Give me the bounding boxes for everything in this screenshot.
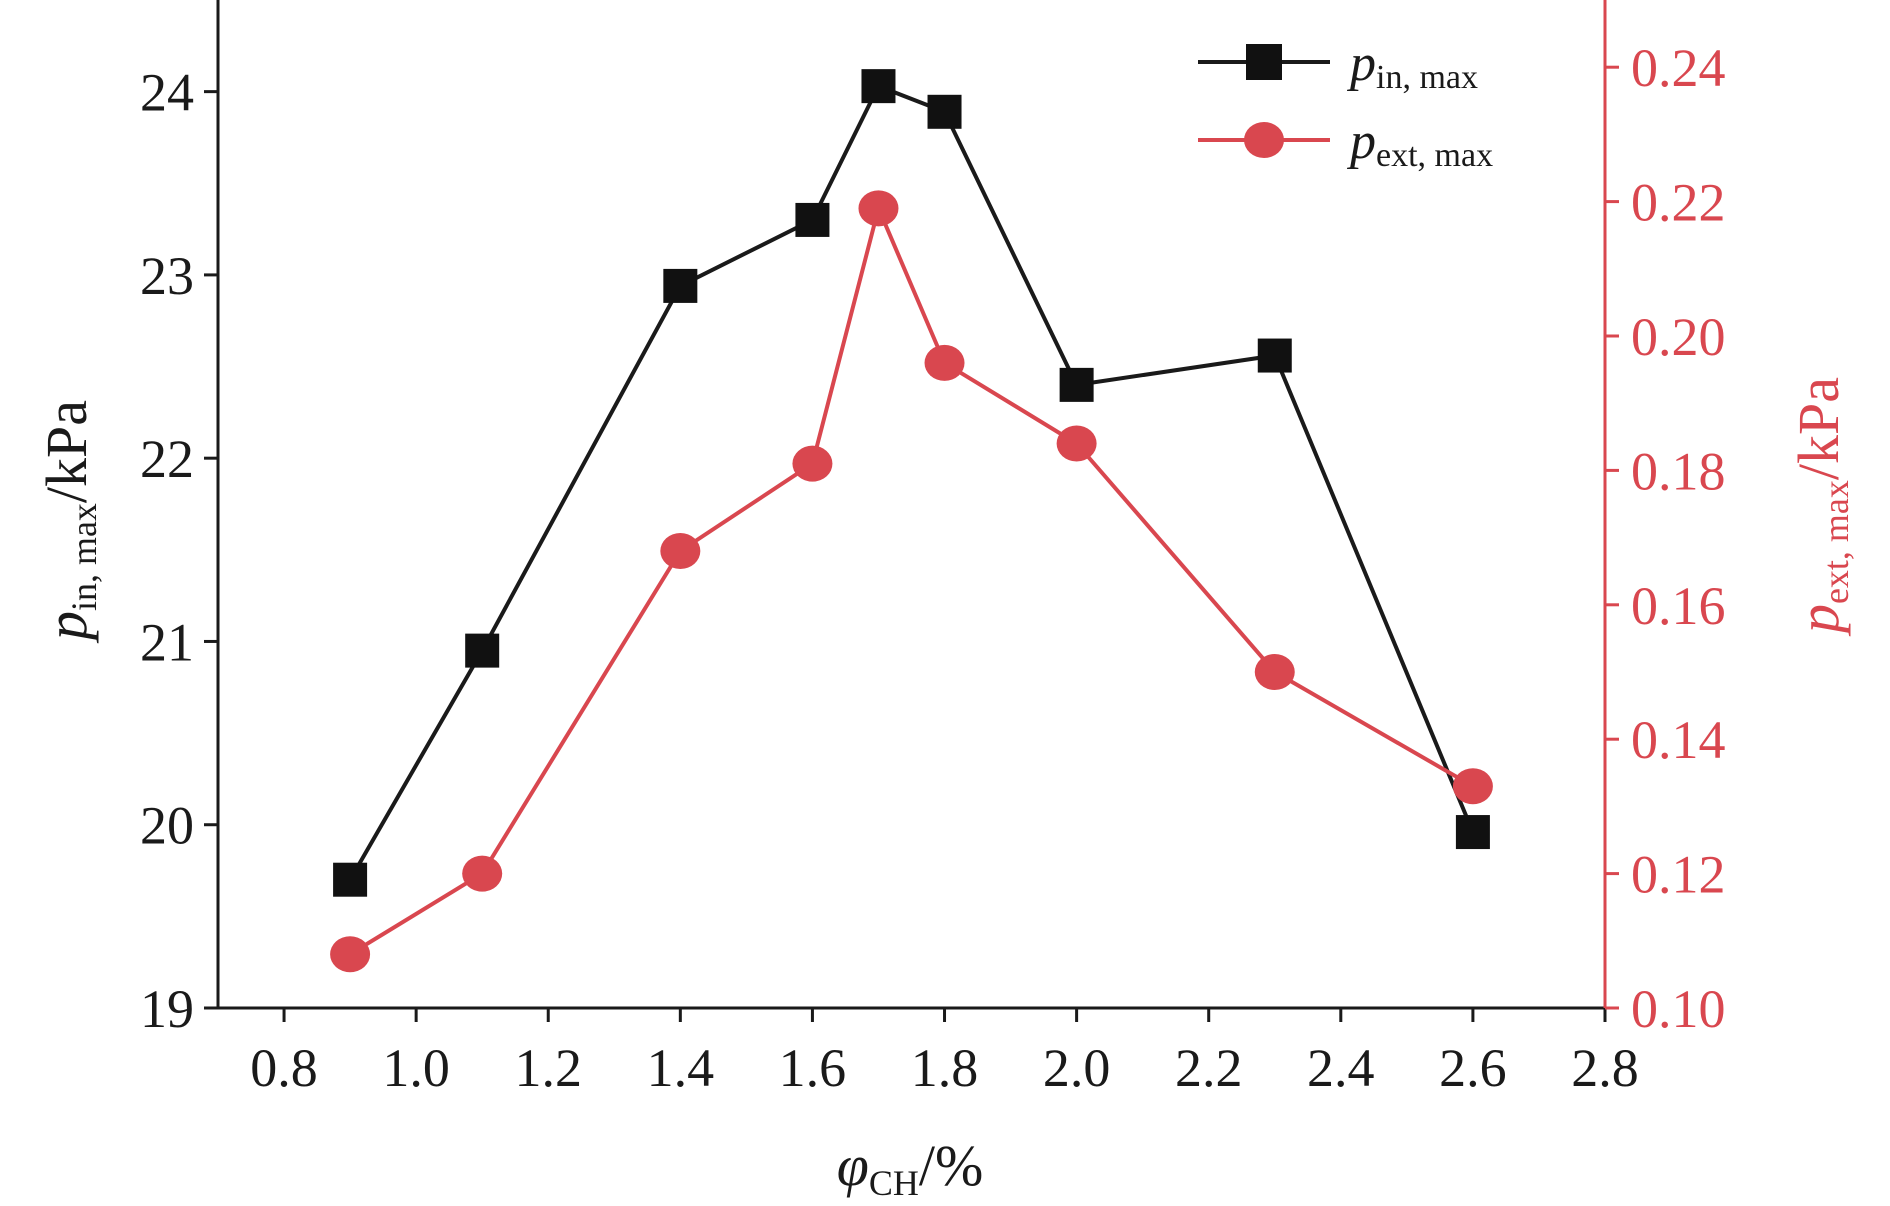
y-right-tick-label-1: 0.12 xyxy=(1631,845,1726,905)
y-right-tick-label-7: 0.24 xyxy=(1631,38,1726,98)
y-right-tick-label-4: 0.18 xyxy=(1631,441,1726,501)
legend-item-p-in-max: pin, max xyxy=(1198,35,1478,96)
series-1-point-5 xyxy=(924,344,965,381)
y-left-tick-label-2: 21 xyxy=(140,612,194,672)
legend: pin, max pext, max xyxy=(1198,35,1493,174)
x-tick-label-8: 2.4 xyxy=(1307,1038,1375,1098)
y-left-tick-label-3: 22 xyxy=(140,429,194,489)
x-tick-label-2: 1.2 xyxy=(514,1038,582,1098)
series-0-point-8 xyxy=(1455,815,1490,850)
x-tick-label-3: 1.4 xyxy=(647,1038,715,1098)
y-left-tick-label-4: 23 xyxy=(140,246,194,306)
series-1-point-6 xyxy=(1056,425,1097,462)
y-right-tick-label-0: 0.10 xyxy=(1631,979,1726,1039)
series-1-point-1 xyxy=(462,855,503,892)
series-0-point-0 xyxy=(333,862,368,897)
series-1-point-7 xyxy=(1254,654,1295,690)
axes-group: 0.8 1.0 1.2 1.4 1.6 1.8 2.0 2.2 2.4 2.6 2.8 19 20 21 2… xyxy=(140,0,1726,1098)
x-tick-label-0: 0.8 xyxy=(250,1038,318,1098)
series-0-point-7 xyxy=(1257,338,1292,373)
legend-label-p-in-max: pin, max xyxy=(1346,35,1478,96)
series-1-point-4 xyxy=(858,190,899,227)
x-tick-label-1: 1.0 xyxy=(382,1038,450,1098)
series-0-point-5 xyxy=(927,94,962,129)
y-left-tick-label-0: 19 xyxy=(140,979,194,1039)
y-right-tick-label-5: 0.20 xyxy=(1631,307,1726,367)
series-1-point-2 xyxy=(660,533,701,570)
series-0-point-3 xyxy=(795,202,830,237)
series-0-point-6 xyxy=(1059,367,1094,402)
legend-item-p-ext-max: pext, max xyxy=(1198,113,1493,174)
y-right-tick-label-3: 0.16 xyxy=(1631,576,1726,636)
legend-label-p-ext-max: pext, max xyxy=(1346,113,1493,174)
series-0-point-1 xyxy=(465,633,500,668)
y-axis-left-title: pin, max/kPa xyxy=(34,400,104,644)
x-tick-label-7: 2.2 xyxy=(1175,1038,1243,1098)
series-line-0 xyxy=(348,84,1475,881)
x-axis-title: φCH/% xyxy=(837,1133,984,1203)
y-axis-right-title: pext, max/kPa xyxy=(1786,377,1856,637)
x-tick-label-9: 2.6 xyxy=(1439,1038,1507,1098)
y-right-tick-label-2: 0.14 xyxy=(1631,710,1726,770)
y-left-tick-label-1: 20 xyxy=(140,796,194,856)
series-lines xyxy=(348,84,1475,956)
series-1-point-0 xyxy=(330,936,371,973)
y-left-tick-label-5: 24 xyxy=(140,63,194,123)
series-0-point-2 xyxy=(663,268,698,303)
series-0-point-4 xyxy=(861,69,896,104)
legend-marker-circle xyxy=(1244,122,1284,158)
legend-marker-square xyxy=(1246,44,1282,80)
series-markers xyxy=(330,69,1493,973)
x-tick-label-4: 1.6 xyxy=(779,1038,847,1098)
x-tick-label-6: 2.0 xyxy=(1043,1038,1111,1098)
series-1-point-3 xyxy=(792,445,833,482)
y-right-tick-label-6: 0.22 xyxy=(1631,173,1726,233)
series-1-point-8 xyxy=(1452,768,1493,805)
x-tick-label-10: 2.8 xyxy=(1571,1038,1639,1098)
x-tick-label-5: 1.8 xyxy=(911,1038,979,1098)
